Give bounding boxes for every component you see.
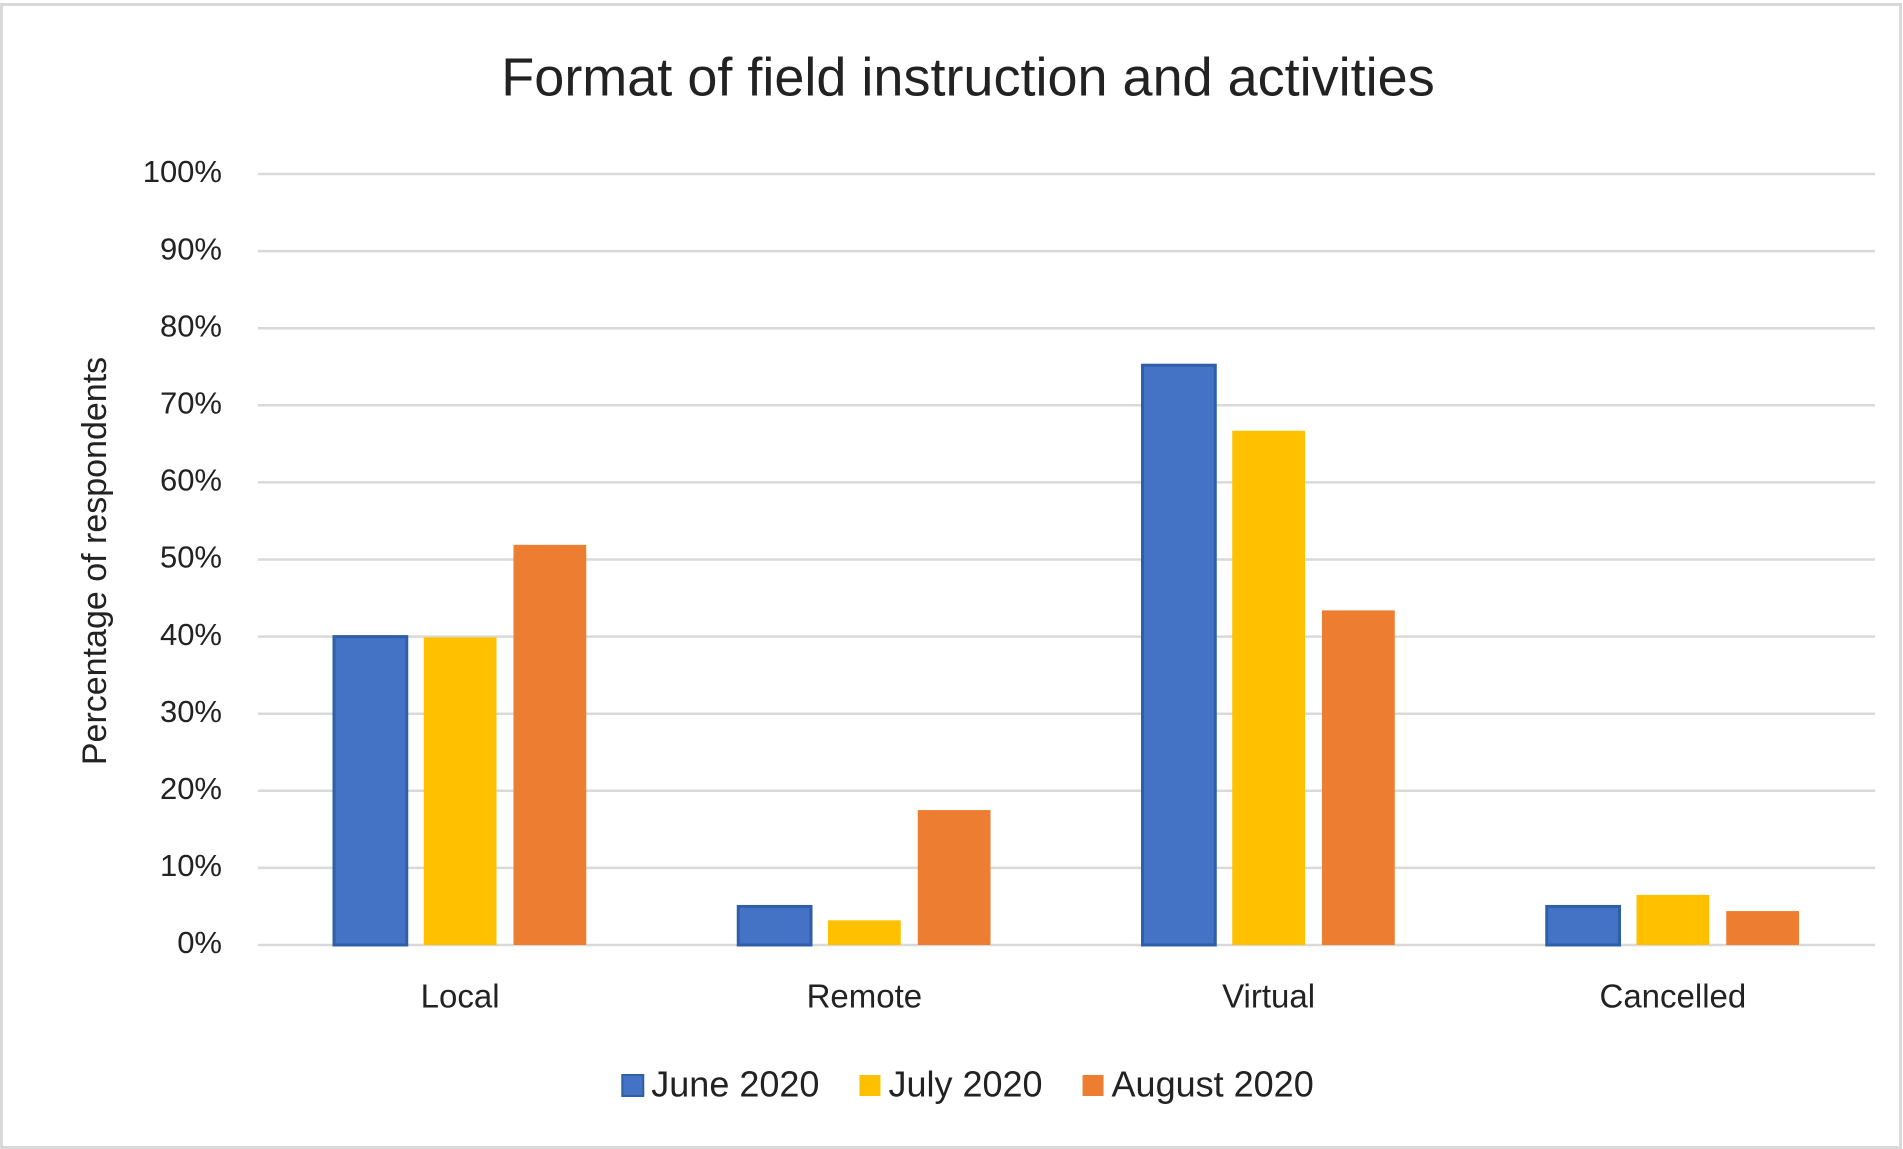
y-tick-label: 10% <box>160 848 222 883</box>
bar <box>1726 911 1800 945</box>
bar <box>423 637 497 945</box>
bar <box>827 920 901 945</box>
legend-label: June 2020 <box>651 1064 819 1105</box>
legend-swatch <box>621 1074 645 1097</box>
y-axis-label: Percentage of respondents <box>76 357 114 765</box>
y-tick-label: 100% <box>143 154 222 189</box>
y-tick-label: 60% <box>160 463 222 498</box>
bar <box>1232 430 1306 945</box>
x-tick-label: Remote <box>807 978 923 1015</box>
y-tick-label: 40% <box>160 617 222 652</box>
legend-swatch <box>1082 1075 1104 1096</box>
bar <box>332 635 409 947</box>
chart-frame <box>0 3 1902 1149</box>
x-tick-label: Cancelled <box>1599 978 1746 1015</box>
legend-swatch <box>859 1075 881 1096</box>
y-tick-label: 20% <box>160 771 222 806</box>
x-tick-label: Virtual <box>1222 978 1315 1015</box>
bar <box>513 544 587 945</box>
y-tick-label: 80% <box>160 308 222 343</box>
y-tick-label: 50% <box>160 540 222 575</box>
bar <box>1321 610 1395 945</box>
bar <box>736 904 813 947</box>
bar <box>917 810 991 945</box>
chart-title: Format of field instruction and activiti… <box>501 47 1434 107</box>
y-tick-label: 70% <box>160 385 222 420</box>
legend-label: August 2020 <box>1112 1064 1314 1105</box>
bar <box>1545 904 1622 947</box>
bar <box>1636 894 1710 945</box>
y-tick-label: 90% <box>160 231 222 266</box>
y-tick-label: 30% <box>160 694 222 729</box>
y-tick-label: 0% <box>177 925 222 960</box>
legend-label: July 2020 <box>888 1064 1042 1105</box>
x-tick-label: Local <box>421 978 500 1015</box>
bar <box>1140 363 1217 947</box>
